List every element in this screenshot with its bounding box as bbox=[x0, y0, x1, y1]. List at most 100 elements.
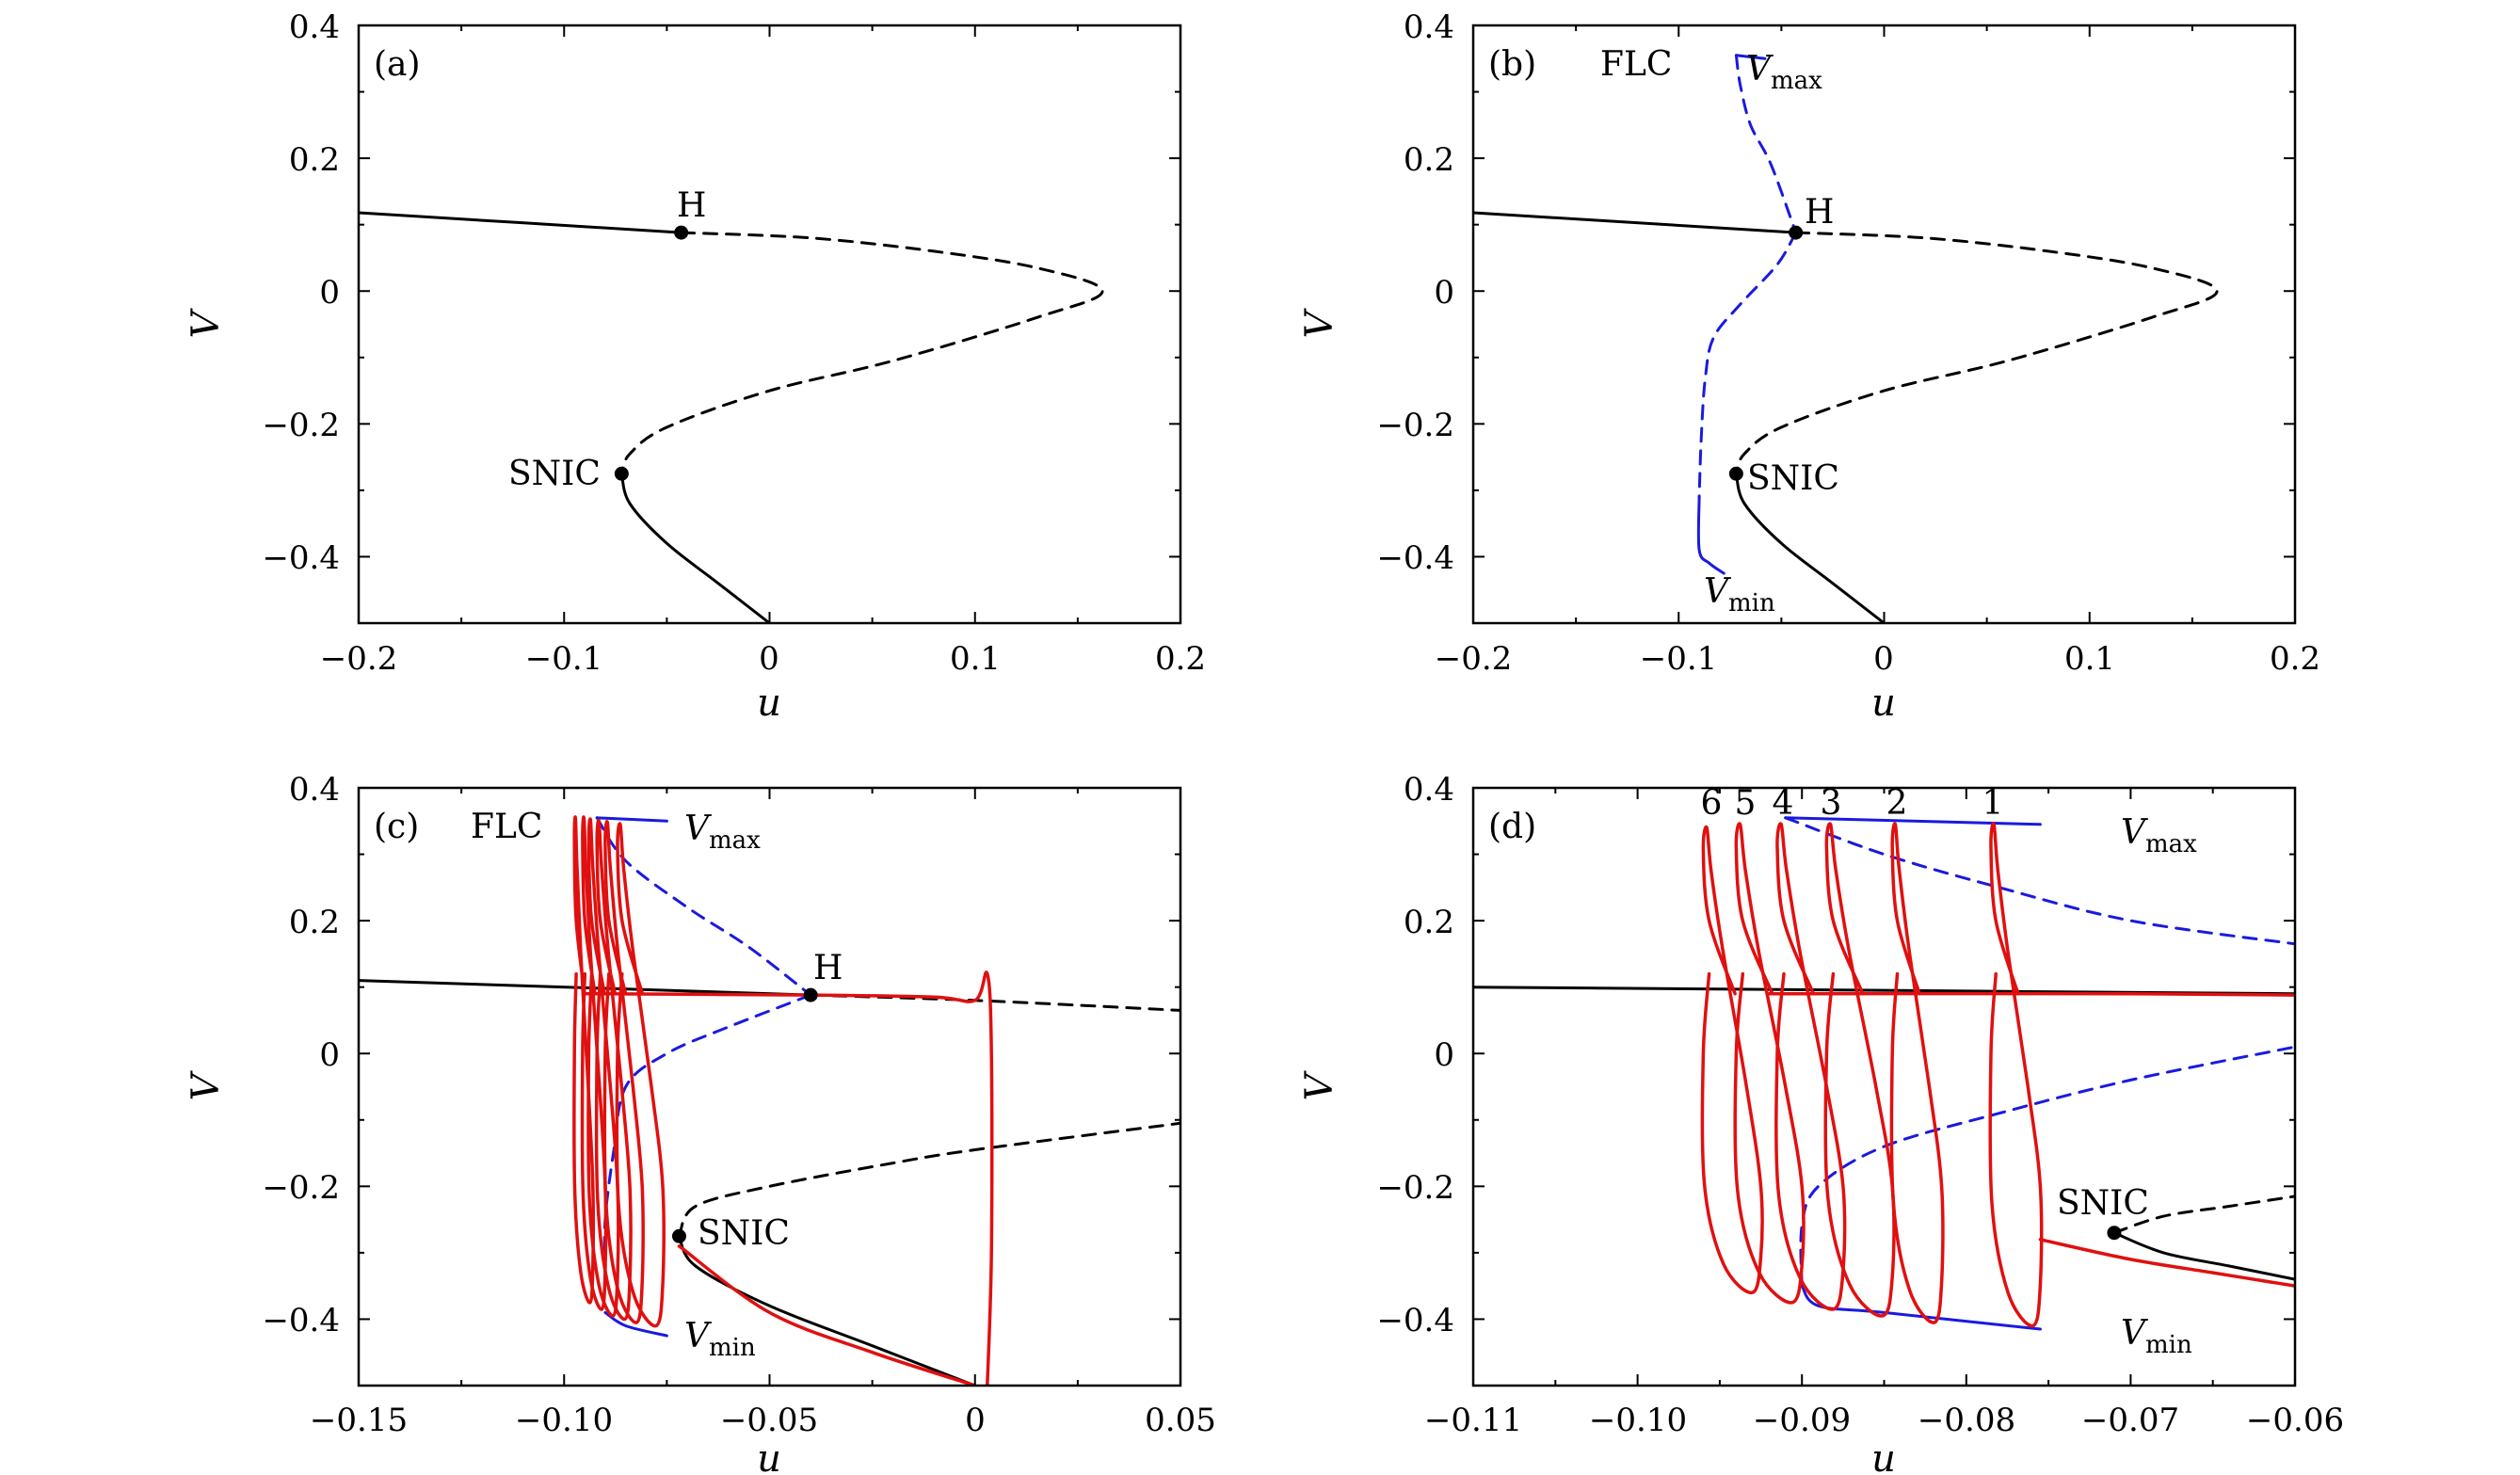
panel-d-xtick: −0.10 bbox=[1589, 1402, 1687, 1439]
panel-c-flc-vmax-line bbox=[595, 816, 812, 997]
panel-d-ytick: 0.2 bbox=[1404, 904, 1454, 941]
panel-d-point-snic bbox=[2107, 1226, 2122, 1241]
panel-c-xtick: −0.15 bbox=[310, 1402, 408, 1439]
panel-c-xtick: −0.10 bbox=[515, 1402, 613, 1439]
panel-b-point-snic bbox=[1728, 466, 1743, 481]
panel-d-loop-number: 1 bbox=[1982, 784, 2004, 823]
panel-d-trajectory-loop bbox=[1733, 822, 1806, 1305]
panel-c-unstable-equilibria-lower-line bbox=[678, 1121, 1180, 1238]
panel-a-ticks bbox=[358, 24, 1181, 623]
panel-d-label: (d) bbox=[1488, 808, 1536, 846]
panel-a-point-label-h: H bbox=[677, 186, 706, 225]
panel-d-vmin-label: Vmin bbox=[2121, 1314, 2192, 1359]
panel-b-ytick: 0.2 bbox=[1404, 141, 1454, 179]
panel-c-ytick: −0.4 bbox=[262, 1302, 340, 1339]
panel-d-loop-number: 3 bbox=[1821, 784, 1842, 823]
panel-b-flc-label: FLC bbox=[1600, 45, 1672, 84]
panel-c-trajectory-branch bbox=[583, 970, 994, 1386]
panel-a-point-h bbox=[674, 225, 689, 240]
panel-a-xtick: 0.2 bbox=[1155, 640, 1206, 678]
panel-c-flc-label: FLC bbox=[471, 808, 542, 846]
panel-a-unstable-equilibria-line bbox=[619, 231, 1104, 475]
panel-d-ylabel: V bbox=[1298, 1069, 1341, 1100]
panel-d-xlabel: u bbox=[1871, 1437, 1896, 1475]
panel-b-unstable-equilibria-line bbox=[1734, 231, 2219, 475]
panel-a-point-snic bbox=[614, 466, 629, 481]
panel-b-vmin-label: Vmin bbox=[1704, 572, 1775, 617]
panel-d-trajectory-lower-line bbox=[2038, 1238, 2295, 1288]
panel-c-unstable-equilibria-upper-line bbox=[809, 993, 1180, 1012]
panel-c-ytick: 0 bbox=[319, 1036, 340, 1074]
panel-c-point-snic bbox=[671, 1228, 686, 1243]
panel-b-ytick: −0.2 bbox=[1376, 407, 1454, 444]
panel-a-frame bbox=[357, 24, 1182, 625]
panel-a-plot-area bbox=[359, 211, 1104, 623]
panel-d-flc-vmax-stable-line bbox=[1784, 816, 2042, 826]
panel-d-ytick: −0.2 bbox=[1376, 1169, 1454, 1207]
panel-b-vmax-label: Vmax bbox=[1746, 50, 1822, 95]
panel-b-ylabel: V bbox=[1298, 307, 1341, 338]
panel-b-point-label-h: H bbox=[1805, 193, 1834, 232]
panel-a-ytick: −0.2 bbox=[262, 407, 340, 444]
panel-d-trajectory-loop bbox=[1988, 822, 2044, 1328]
panel-d: −0.11 −0.10 −0.09 −0.08 −0.07 −0.06 −0.4… bbox=[1298, 771, 2344, 1475]
panel-c-frame bbox=[357, 786, 1182, 1387]
panel-d-loop-number: 5 bbox=[1735, 784, 1757, 823]
panel-b-stable-equilibria-lower-line bbox=[1734, 472, 1886, 623]
panel-a: −0.2 −0.1 0 0.1 0.2 −0.4 −0.2 0 0.2 0.4 … bbox=[185, 8, 1206, 725]
panel-d-loop-number: 2 bbox=[1886, 784, 1908, 823]
panel-d-ytick: 0 bbox=[1434, 1036, 1454, 1074]
panel-b-point-label-snic: SNIC bbox=[1747, 459, 1839, 498]
panel-b-xtick: −0.1 bbox=[1640, 640, 1718, 678]
panel-d-vmax-label: Vmax bbox=[2121, 813, 2197, 858]
panel-c-plot-area bbox=[359, 815, 1180, 1386]
panel-d-frame bbox=[1471, 786, 2297, 1387]
panel-c-xtick: 0.05 bbox=[1145, 1402, 1216, 1439]
panel-c-flc-vmax-stable-line bbox=[595, 816, 668, 823]
panel-d-unstable-equilibria-lower-line bbox=[2112, 1194, 2295, 1235]
panel-c-xtick: 0 bbox=[965, 1402, 986, 1439]
panel-d-trajectory-loop bbox=[1889, 822, 1945, 1324]
panel-a-stable-equilibria-upper-line bbox=[359, 211, 683, 234]
panel-d-stable-equilibria-lower-line bbox=[2112, 1231, 2295, 1281]
panel-d-trajectory-branch bbox=[1767, 991, 2295, 997]
panel-b-xtick: 0.2 bbox=[2270, 640, 2320, 678]
panel-c-ytick: −0.2 bbox=[262, 1169, 340, 1207]
panel-c-trajectory-loop bbox=[615, 822, 666, 1328]
panel-d-xtick: −0.08 bbox=[1918, 1402, 2015, 1439]
panel-c-point-h bbox=[803, 987, 818, 1002]
panel-b-flc-vmax-stable-line bbox=[1734, 54, 1767, 60]
panel-b-ytick: 0.4 bbox=[1404, 8, 1454, 46]
panel-d-plot-area bbox=[1473, 816, 2295, 1331]
panel-c-ytick: 0.4 bbox=[289, 771, 340, 809]
panel-a-label: (a) bbox=[374, 45, 421, 84]
panel-a-stable-equilibria-lower-line bbox=[619, 472, 771, 623]
panel-d-loop-number: 4 bbox=[1773, 784, 1794, 823]
panel-c-ylabel: V bbox=[185, 1069, 228, 1100]
panel-d-ytick: 0.4 bbox=[1404, 771, 1454, 809]
panel-d-ytick: −0.4 bbox=[1376, 1302, 1454, 1339]
panel-c-vmin-label: Vmin bbox=[684, 1317, 756, 1362]
panel-b-ytick: 0 bbox=[1434, 274, 1454, 312]
panel-b-xlabel: u bbox=[1871, 681, 1896, 725]
panel-c-ytick: 0.2 bbox=[289, 904, 340, 941]
panel-a-ytick: 0 bbox=[319, 274, 340, 312]
panel-c-label: (c) bbox=[374, 808, 419, 846]
panel-b-flc-vmax-unstable-line bbox=[1734, 54, 1798, 234]
panel-a-ytick: 0.2 bbox=[289, 141, 340, 179]
panel-b-frame bbox=[1471, 24, 2297, 625]
panel-b-plot-area bbox=[1473, 54, 2219, 623]
panel-d-xtick: −0.06 bbox=[2246, 1402, 2344, 1439]
panel-d-point-label-snic: SNIC bbox=[2057, 1184, 2149, 1223]
panel-d-trajectory-loop bbox=[1774, 822, 1847, 1311]
panel-d-ticks bbox=[1472, 787, 2296, 1386]
panel-a-xtick: 0 bbox=[759, 640, 779, 678]
panel-d-xtick: −0.07 bbox=[2081, 1402, 2179, 1439]
panel-c-trajectory-lower-line bbox=[677, 1244, 977, 1386]
panel-a-point-label-snic: SNIC bbox=[508, 455, 601, 493]
panel-c-trajectory-loop bbox=[572, 815, 596, 1305]
panel-b-ytick: −0.4 bbox=[1376, 539, 1454, 577]
panel-a-ylabel: V bbox=[185, 307, 228, 338]
panel-b-stable-equilibria-upper-line bbox=[1473, 211, 1798, 234]
